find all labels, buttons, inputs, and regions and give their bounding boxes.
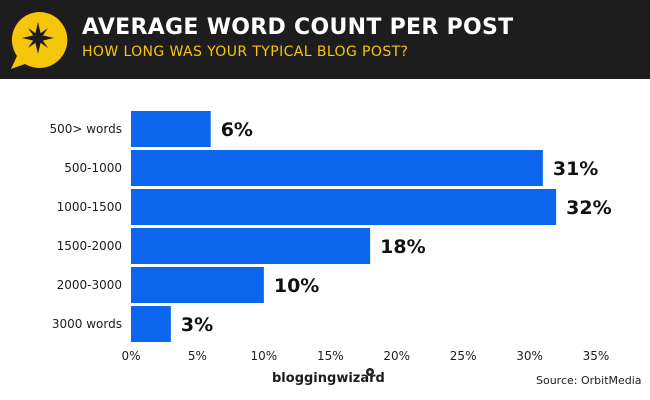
bar — [131, 189, 557, 225]
x-tick-label: 5% — [188, 349, 207, 363]
bar-value-label: 18% — [380, 236, 425, 258]
source-note: Source: OrbitMedia — [536, 374, 642, 387]
bar-value-label: 10% — [274, 275, 319, 297]
category-label: 2000-3000 — [57, 278, 122, 292]
brand-logo: bloggingwizard — [272, 371, 385, 386]
bar-chart: 500> words 6% 500-1000 31% 1000-1500 32% 1500-… — [49, 111, 612, 363]
bar — [131, 267, 264, 303]
bar — [131, 111, 211, 147]
chart-title: AVERAGE WORD COUNT PER POST — [82, 15, 514, 40]
bar — [131, 306, 171, 342]
x-tick-label: 25% — [450, 349, 477, 363]
bar — [131, 150, 543, 186]
header-banner: AVERAGE WORD COUNT PER POST HOW LONG WAS… — [0, 0, 650, 79]
bar-value-label: 32% — [566, 197, 611, 219]
bar-value-label: 3% — [181, 314, 213, 336]
brand-badge-icon — [366, 368, 374, 376]
category-label: 1500-2000 — [57, 239, 122, 253]
x-tick-label: 10% — [251, 349, 278, 363]
bar-value-label: 6% — [221, 119, 253, 141]
bar-value-label: 31% — [553, 158, 598, 180]
category-label: 500> words — [49, 122, 122, 136]
category-label: 1000-1500 — [57, 200, 122, 214]
x-tick-label: 20% — [383, 349, 410, 363]
x-tick-label: 30% — [516, 349, 543, 363]
category-label: 500-1000 — [64, 161, 122, 175]
bar — [131, 228, 371, 264]
x-tick-label: 0% — [121, 349, 140, 363]
x-tick-label: 35% — [583, 349, 610, 363]
chart-subtitle: HOW LONG WAS YOUR TYPICAL BLOG POST? — [82, 44, 409, 60]
x-tick-label: 15% — [317, 349, 344, 363]
star-speech-bubble-icon — [11, 11, 68, 70]
category-label: 3000 words — [52, 317, 122, 331]
